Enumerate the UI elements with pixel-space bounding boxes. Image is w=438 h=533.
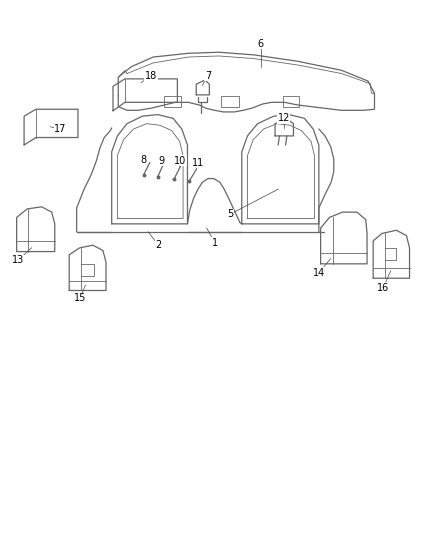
Text: 16: 16 xyxy=(377,283,389,293)
Text: 2: 2 xyxy=(155,240,162,250)
Text: 17: 17 xyxy=(54,124,67,134)
Text: 13: 13 xyxy=(12,255,25,265)
Text: 14: 14 xyxy=(313,268,325,278)
Text: 11: 11 xyxy=(192,158,204,167)
Text: 18: 18 xyxy=(145,71,157,80)
Text: 10: 10 xyxy=(174,156,187,166)
Text: 1: 1 xyxy=(212,238,218,247)
Text: 8: 8 xyxy=(141,155,147,165)
Bar xyxy=(283,96,299,107)
Text: 15: 15 xyxy=(74,294,86,303)
Text: 5: 5 xyxy=(227,209,233,219)
Text: 12: 12 xyxy=(278,114,290,123)
Text: 7: 7 xyxy=(205,71,211,80)
Bar xyxy=(221,96,239,107)
Bar xyxy=(164,96,181,107)
Text: 9: 9 xyxy=(158,156,164,166)
Text: 6: 6 xyxy=(258,39,264,49)
